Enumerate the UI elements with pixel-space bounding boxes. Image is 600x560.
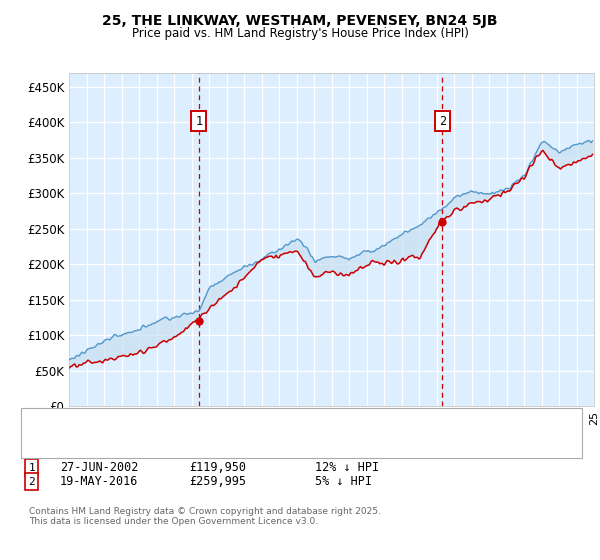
Text: 27-JUN-2002: 27-JUN-2002 xyxy=(60,461,139,474)
Text: 19-MAY-2016: 19-MAY-2016 xyxy=(60,475,139,488)
Text: HPI: Average price, semi-detached house, Wealden: HPI: Average price, semi-detached house,… xyxy=(69,433,335,443)
Text: 12% ↓ HPI: 12% ↓ HPI xyxy=(315,461,379,474)
Text: 2: 2 xyxy=(28,477,35,487)
Text: Contains HM Land Registry data © Crown copyright and database right 2025.
This d: Contains HM Land Registry data © Crown c… xyxy=(29,507,380,526)
Text: 25, THE LINKWAY, WESTHAM, PEVENSEY, BN24 5JB (semi-detached house): 25, THE LINKWAY, WESTHAM, PEVENSEY, BN24… xyxy=(69,416,456,426)
Text: 5% ↓ HPI: 5% ↓ HPI xyxy=(315,475,372,488)
Text: 2: 2 xyxy=(439,115,446,128)
Text: 25, THE LINKWAY, WESTHAM, PEVENSEY, BN24 5JB: 25, THE LINKWAY, WESTHAM, PEVENSEY, BN24… xyxy=(102,14,498,28)
Text: Price paid vs. HM Land Registry's House Price Index (HPI): Price paid vs. HM Land Registry's House … xyxy=(131,27,469,40)
Text: £259,995: £259,995 xyxy=(189,475,246,488)
Text: 1: 1 xyxy=(28,463,35,473)
Text: £119,950: £119,950 xyxy=(189,461,246,474)
Text: 1: 1 xyxy=(195,115,202,128)
